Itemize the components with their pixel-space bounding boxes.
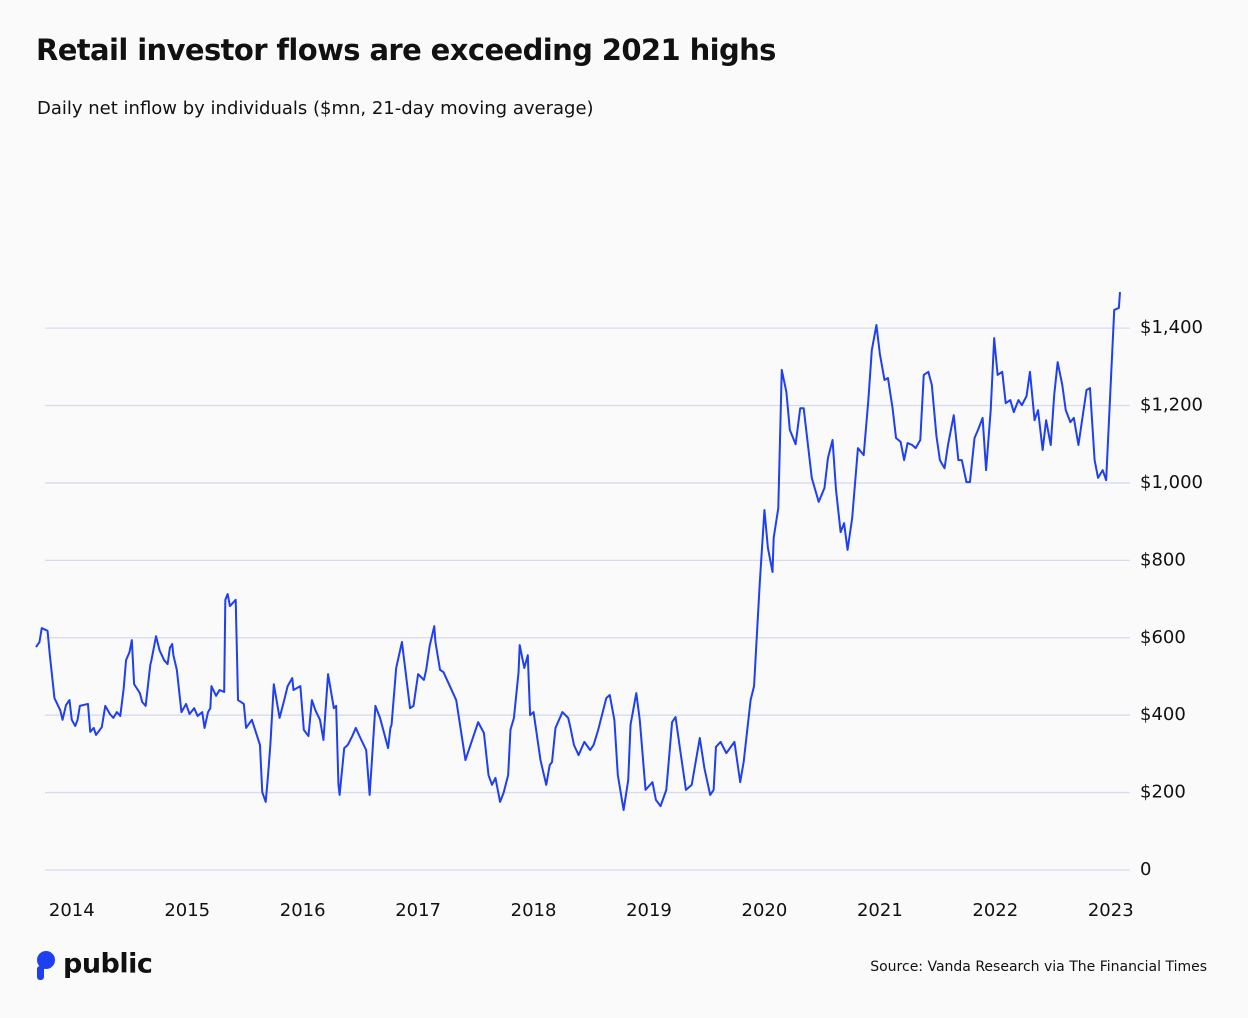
y-tick-label: $1,400 (1140, 317, 1203, 338)
source: Source: Vanda Research via The Financial… (870, 959, 1207, 975)
y-tick-label: $1,000 (1140, 472, 1203, 493)
x-tick-label: 2016 (280, 900, 326, 921)
y-tick-label: 0 (1140, 859, 1151, 880)
y-tick-label: $600 (1140, 627, 1186, 648)
x-tick-label: 2023 (1088, 900, 1134, 921)
x-tick-label: 2019 (626, 900, 672, 921)
x-tick-label: 2017 (395, 900, 441, 921)
y-tick-label: $1,200 (1140, 395, 1203, 416)
logo-icon-tail (37, 966, 44, 980)
x-tick-label: 2022 (972, 900, 1018, 921)
x-tick-label: 2020 (742, 900, 788, 921)
y-tick-label: $400 (1140, 704, 1186, 725)
chart-subtitle: Daily net inflow by individuals ($mn, 21… (37, 98, 594, 119)
logo-icon (37, 951, 55, 969)
brand: public (63, 949, 152, 980)
line (35, 292, 1121, 811)
x-tick-label: 2015 (164, 900, 210, 921)
x-tick-label: 2021 (857, 900, 903, 921)
x-tick-label: 2014 (49, 900, 95, 921)
y-tick-label: $800 (1140, 549, 1186, 570)
x-tick-label: 2018 (511, 900, 557, 921)
y-tick-label: $200 (1140, 782, 1186, 803)
chart-title: Retail investor flows are exceeding 2021… (36, 33, 776, 67)
